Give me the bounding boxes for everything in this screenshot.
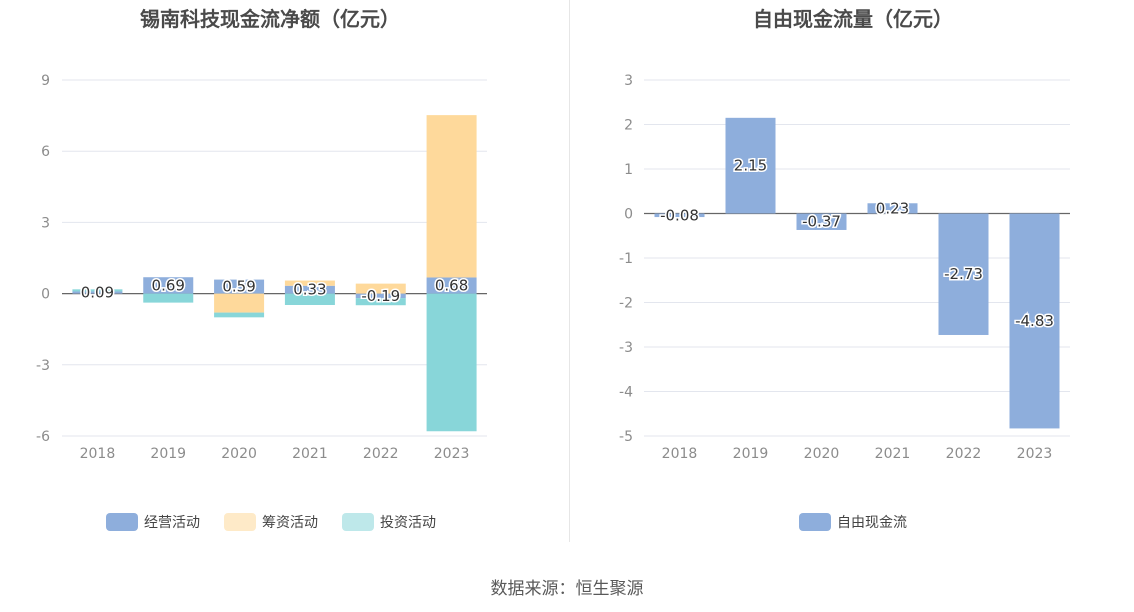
y-tick-label: 0 xyxy=(41,287,50,303)
y-tick-label: -3 xyxy=(36,358,50,374)
bar-1-0-3 xyxy=(867,203,918,214)
x-tick-label: 2022 xyxy=(946,446,982,462)
data-label: 0.09 xyxy=(81,284,114,302)
bar-0-2-2 xyxy=(214,312,265,318)
x-tick-label: 2019 xyxy=(733,446,769,462)
legend-swatch-0-2 xyxy=(342,513,374,531)
bar-0-0-1 xyxy=(143,277,194,294)
data-label: 2.15 xyxy=(734,157,767,175)
bar-0-1-5 xyxy=(426,115,477,278)
data-label: 0.69 xyxy=(152,276,185,294)
legend-label: 自由现金流 xyxy=(837,515,907,531)
y-tick-label: -4 xyxy=(619,385,633,401)
panel-divider xyxy=(569,0,570,542)
data-label: -4.83 xyxy=(1015,312,1054,330)
data-label: 0.59 xyxy=(222,278,255,296)
bar-0-0-3 xyxy=(284,285,335,294)
x-tick-label: 2018 xyxy=(662,446,698,462)
y-tick-label: 6 xyxy=(41,144,50,160)
bar-0-1-4 xyxy=(355,283,406,294)
x-tick-label: 2022 xyxy=(363,446,399,462)
y-tick-label: 3 xyxy=(624,73,633,89)
x-tick-label: 2021 xyxy=(875,446,911,462)
y-tick-label: -5 xyxy=(619,429,633,445)
y-tick-label: -6 xyxy=(36,429,50,445)
data-label: -0.08 xyxy=(660,206,699,224)
data-label: -0.37 xyxy=(802,213,841,231)
legend-label: 经营活动 xyxy=(144,515,200,531)
bar-1-0-0 xyxy=(654,213,705,218)
y-tick-label: 9 xyxy=(41,73,50,89)
bar-0-0-5 xyxy=(426,277,477,294)
legend-swatch-0-0 xyxy=(106,513,138,531)
x-tick-label: 2020 xyxy=(221,446,257,462)
legend-swatch-1-0 xyxy=(799,513,831,531)
data-label: 0.33 xyxy=(293,281,326,299)
data-label: -2.73 xyxy=(944,265,983,283)
y-tick-label: 3 xyxy=(41,215,50,231)
chart-title-1: 自由现金流量（亿元） xyxy=(753,7,953,31)
bar-1-0-1 xyxy=(725,117,776,214)
bar-0-2-4 xyxy=(355,298,406,306)
legend-label: 筹资活动 xyxy=(262,514,318,531)
x-tick-label: 2023 xyxy=(434,446,470,462)
x-tick-label: 2019 xyxy=(150,446,186,462)
legend-swatch-0-1 xyxy=(224,513,256,531)
bar-0-0-2 xyxy=(214,279,265,294)
bar-0-2-3 xyxy=(284,293,335,305)
legend-label: 投资活动 xyxy=(380,515,436,531)
bar-0-2-1 xyxy=(143,293,194,303)
bar-0-1-2 xyxy=(214,293,265,313)
x-tick-label: 2021 xyxy=(292,446,328,462)
bar-1-0-5 xyxy=(1009,213,1060,429)
data-label: -0.19 xyxy=(361,287,400,305)
bar-0-1-3 xyxy=(284,280,335,286)
y-tick-label: 1 xyxy=(624,162,633,178)
data-source-note: 数据来源：恒生聚源 xyxy=(490,579,644,599)
bar-1-0-4 xyxy=(938,213,989,335)
y-tick-label: 2 xyxy=(624,118,633,134)
y-tick-label: -1 xyxy=(619,251,633,267)
chart-title-0: 锡南科技现金流净额（亿元） xyxy=(140,7,400,31)
x-tick-label: 2020 xyxy=(804,446,840,462)
x-tick-label: 2018 xyxy=(80,446,116,462)
y-tick-label: -3 xyxy=(619,340,633,356)
data-label: 0.23 xyxy=(876,199,909,217)
x-tick-label: 2023 xyxy=(1017,446,1053,462)
bar-0-0-0 xyxy=(72,291,123,294)
data-label: 0.68 xyxy=(435,277,468,295)
bar-1-0-2 xyxy=(796,213,847,230)
bar-0-2-0 xyxy=(72,289,123,292)
y-tick-label: 0 xyxy=(624,207,633,223)
bar-0-2-5 xyxy=(426,293,477,432)
y-tick-label: -2 xyxy=(619,296,633,312)
bar-0-0-4 xyxy=(355,293,406,299)
